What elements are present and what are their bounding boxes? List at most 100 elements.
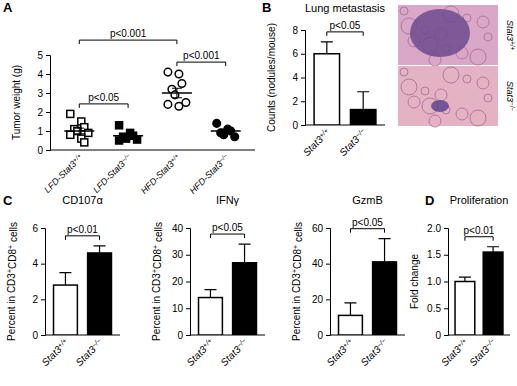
- superscript: +/+: [201, 337, 213, 349]
- tick-mark: [301, 54, 305, 55]
- x-tick-label: Stat3+/+: [184, 337, 215, 368]
- superscript: −/−: [484, 337, 496, 349]
- x-axis: [50, 150, 255, 151]
- tick-label: 1.0: [427, 276, 441, 287]
- tick: 2: [292, 96, 305, 107]
- point: [134, 136, 141, 143]
- tick-mark: [46, 74, 50, 75]
- tick-mark: [46, 131, 50, 132]
- annotation: p<0.05: [330, 20, 361, 31]
- tick-label: 0.5: [427, 303, 441, 314]
- y-axis: 00.51.01.52.0: [427, 223, 448, 341]
- image-texture: [470, 49, 486, 65]
- image-label: Stat3+/+: [505, 20, 516, 50]
- tick: 40: [312, 258, 330, 269]
- point: [67, 110, 74, 117]
- tick-mark: [186, 228, 190, 229]
- text-run: LFD-Stat3: [91, 159, 127, 195]
- tick-mark: [301, 101, 305, 102]
- tick: 6: [292, 48, 305, 59]
- tick: 20: [312, 294, 330, 305]
- plot-area: [455, 247, 503, 335]
- tick-label: 1: [37, 126, 43, 137]
- point: [178, 80, 186, 88]
- bar: [339, 315, 363, 335]
- error-bar: [487, 247, 499, 252]
- superscript: +/+: [509, 41, 516, 50]
- text-run: CD8: [7, 249, 18, 269]
- error-bar: [239, 244, 251, 263]
- image-texture: [408, 96, 420, 108]
- tick-mark: [444, 308, 448, 309]
- point: [116, 122, 123, 129]
- tick: 10: [172, 303, 190, 314]
- tick: 4: [32, 258, 45, 269]
- y-axis-title: Fold change: [409, 254, 420, 309]
- bar: [455, 282, 475, 336]
- tick-label: 40: [172, 223, 184, 234]
- tick-label: 10: [172, 303, 184, 314]
- superscript: −/−: [217, 152, 229, 164]
- tick-mark: [41, 228, 45, 229]
- tick: 0: [317, 330, 330, 341]
- tick: 5: [37, 50, 50, 61]
- tick: 20: [172, 276, 190, 287]
- bar: [314, 54, 339, 125]
- error-bar: [379, 239, 391, 262]
- image-texture: [484, 33, 492, 41]
- image-texture: [456, 108, 468, 120]
- tick-label: 40: [312, 258, 324, 269]
- tick-mark: [444, 335, 448, 336]
- bracket: [65, 236, 99, 240]
- x-tick-label: Stat3−/−: [219, 337, 250, 368]
- superscript: −/−: [354, 127, 366, 139]
- bar: [233, 263, 257, 335]
- y-axis: 02468: [292, 25, 305, 131]
- error-bar: [221, 129, 231, 133]
- tick-label: 2.0: [427, 223, 441, 234]
- text-run: Stat3: [505, 81, 515, 102]
- panel-label: D: [425, 193, 434, 208]
- error-bar: [204, 290, 216, 298]
- annotation: p<0.001: [110, 28, 147, 39]
- error-bar: [74, 128, 84, 134]
- annotation: p<0.05: [88, 92, 119, 103]
- y-axis-title: Counts (nodules/mouse): [266, 23, 277, 132]
- tick: 1: [37, 126, 50, 137]
- superscript: +/+: [317, 127, 329, 139]
- superscript: +/+: [456, 337, 468, 349]
- tick: 0.5: [427, 303, 448, 314]
- tick-label: 20: [172, 276, 184, 287]
- bracket: [327, 32, 363, 36]
- axis-line: [301, 31, 306, 126]
- point: [81, 139, 88, 146]
- tick-mark: [444, 282, 448, 283]
- error-bar: [123, 134, 133, 138]
- tick-mark: [186, 282, 190, 283]
- bar: [199, 298, 223, 335]
- image-texture: [470, 110, 486, 126]
- plot-area: [339, 239, 397, 335]
- image-texture: [400, 7, 408, 15]
- tick-label: 5: [37, 50, 43, 61]
- axis-line: [41, 229, 46, 336]
- text-run: HFD-Stat3: [139, 159, 176, 196]
- axis-line: [326, 229, 331, 336]
- tick-label: 0: [292, 120, 298, 131]
- figure: A012345Tumor weight (g)LFD-Stat3+/+LFD-S…: [0, 0, 517, 386]
- x-tick-label: HFD-Stat3−/−: [187, 152, 231, 196]
- tick: 30: [172, 249, 190, 260]
- x-tick-label: Stat3−/−: [467, 337, 498, 368]
- chart-title: IFNγ: [216, 194, 240, 206]
- point: [164, 68, 172, 76]
- histology-image: [398, 5, 498, 66]
- superscript: −/−: [235, 337, 247, 349]
- text-run: Fold change: [409, 254, 420, 309]
- tick-label: 3: [37, 88, 43, 99]
- tick-mark: [41, 299, 45, 300]
- text-run: CD8: [152, 249, 163, 269]
- image-texture: [443, 67, 459, 83]
- x-tick-label: Stat3−/−: [74, 337, 105, 368]
- tick-mark: [46, 112, 50, 113]
- y-axis: 0246: [32, 223, 45, 341]
